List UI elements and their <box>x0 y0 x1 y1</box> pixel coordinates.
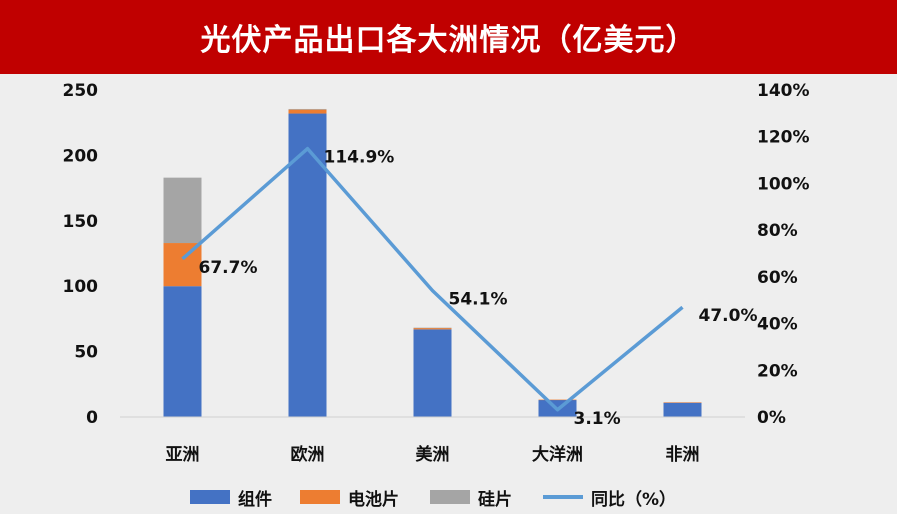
y-axis-tick-label: 250 <box>63 81 99 101</box>
y-axis-tick-label: 100 <box>63 277 99 297</box>
y-axis-tick-label: 200 <box>63 146 99 166</box>
combo-chart: 0 50 100 150 200 250 0% 20% 40% 60% 80% 100% 120% 140… <box>63 81 810 465</box>
y2-axis-tick-label: 60% <box>757 268 798 288</box>
legend-item-wafer: 硅片 <box>430 482 512 512</box>
bar-wafer <box>288 108 327 110</box>
yoy-data-label: 114.9% <box>324 148 395 168</box>
chart-title-bar: 光伏产品出口各大洲情况（亿美元） <box>0 0 897 74</box>
legend-label-cell: 电池片 <box>348 489 399 510</box>
y2-axis-tick-label: 100% <box>757 174 810 194</box>
legend-swatch-cell <box>300 490 340 504</box>
yoy-line <box>181 146 684 412</box>
bar-cell <box>288 109 327 114</box>
bar-wafer <box>413 327 452 329</box>
y2-axis-tick-label: 20% <box>757 361 798 381</box>
legend-label-yoy: 同比（%） <box>591 489 677 510</box>
x-axis-category-label: 亚洲 <box>166 445 200 465</box>
legend: 组件 电池片 硅片 同比（%） <box>0 482 897 512</box>
yoy-data-label: 3.1% <box>574 409 621 429</box>
x-axis-category-label: 美洲 <box>416 444 450 465</box>
bar-module <box>413 329 452 417</box>
bar-wafer <box>163 177 202 244</box>
legend-item-module: 组件 <box>190 482 272 512</box>
y2-axis-tick-label: 120% <box>757 128 810 148</box>
bar-cell <box>538 399 577 401</box>
legend-label-wafer: 硅片 <box>478 489 512 510</box>
legend-swatch-wafer <box>430 490 470 504</box>
y-axis-tick-label: 50 <box>74 343 98 363</box>
legend-label-module: 组件 <box>238 489 272 510</box>
bar-module <box>163 286 202 417</box>
yoy-data-label: 47.0% <box>699 306 758 326</box>
bar-module <box>663 402 702 417</box>
chart-title: 光伏产品出口各大洲情况（亿美元） <box>200 23 697 58</box>
bar-cell <box>413 328 452 330</box>
legend-item-cell: 电池片 <box>300 482 399 512</box>
y2-axis-tick-label: 40% <box>757 315 798 335</box>
bar-cell <box>663 402 702 403</box>
legend-swatch-module <box>190 490 230 504</box>
x-axis-category-label: 大洋洲 <box>532 444 583 465</box>
legend-item-yoy: 同比（%） <box>543 482 676 512</box>
y-axis-tick-label: 0 <box>86 408 98 428</box>
yoy-data-label: 67.7% <box>199 258 258 278</box>
x-axis-category-label: 欧洲 <box>291 444 325 465</box>
y-axis-tick-label: 150 <box>63 212 99 232</box>
y2-axis-tick-label: 0% <box>757 408 786 428</box>
y2-axis-tick-label: 80% <box>757 221 798 241</box>
bar-cell <box>163 243 202 287</box>
x-axis-category-label: 非洲 <box>666 444 700 465</box>
yoy-data-label: 54.1% <box>449 290 508 310</box>
legend-line-yoy <box>543 495 583 499</box>
y2-axis-tick-label: 140% <box>757 81 810 101</box>
